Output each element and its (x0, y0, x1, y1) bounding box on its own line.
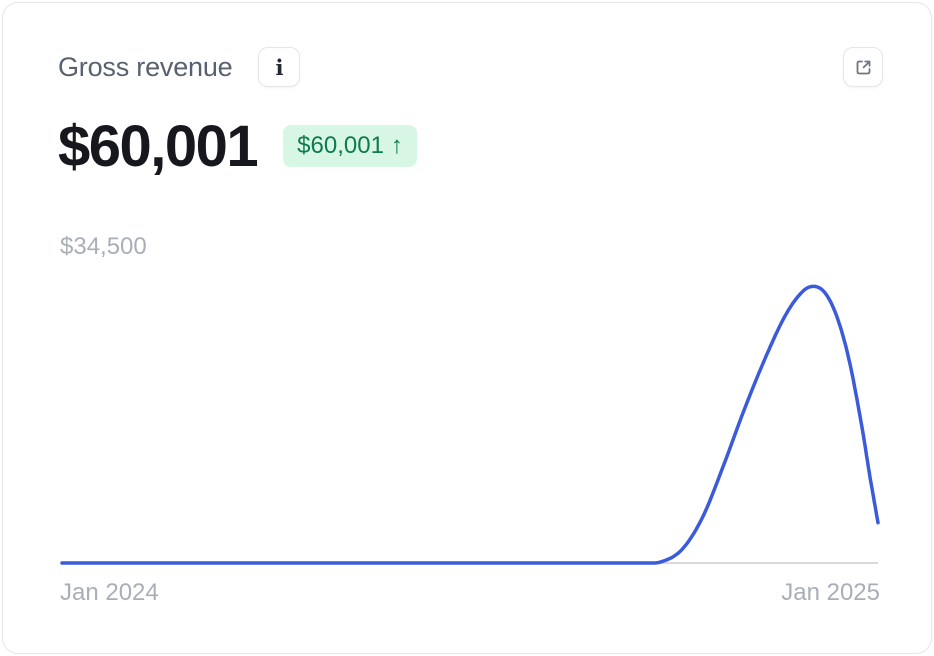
change-badge: $60,001 ↑ (283, 125, 417, 167)
info-icon: i (275, 54, 284, 80)
card-header: Gross revenue i (58, 45, 883, 89)
info-button[interactable]: i (258, 47, 301, 87)
metric-value: $60,001 (58, 113, 259, 179)
up-arrow-icon: ↑ (390, 132, 403, 159)
external-link-icon (856, 60, 870, 74)
metric-row: $60,001 $60,001 ↑ (58, 113, 417, 179)
badge-value: $60,001 (297, 132, 384, 159)
revenue-line (60, 284, 880, 565)
revenue-line-chart (60, 284, 880, 565)
x-axis-labels: Jan 2024 Jan 2025 (60, 579, 880, 607)
x-axis-label-end: Jan 2025 (781, 579, 880, 606)
x-axis-label-start: Jan 2024 (60, 579, 159, 606)
y-axis-reference-label: $34,500 (60, 233, 147, 260)
card-title: Gross revenue (58, 51, 233, 82)
external-link-button[interactable] (843, 47, 883, 87)
